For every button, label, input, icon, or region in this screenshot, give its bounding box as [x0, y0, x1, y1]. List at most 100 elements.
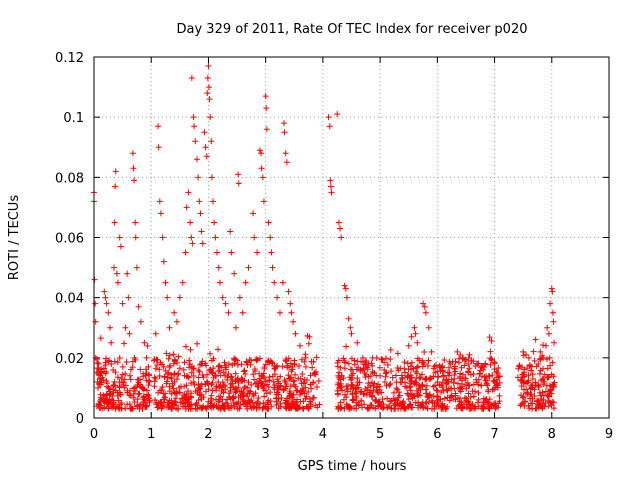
- data-point: [216, 362, 223, 369]
- data-point: [221, 405, 228, 412]
- data-point: [530, 348, 537, 355]
- data-point: [171, 358, 178, 365]
- data-point: [542, 400, 549, 407]
- data-point: [133, 264, 140, 271]
- data-point: [491, 378, 498, 385]
- data-point: [314, 384, 321, 391]
- data-point: [353, 405, 360, 412]
- data-point: [242, 279, 249, 286]
- data-point: [550, 318, 557, 325]
- data-point: [532, 336, 539, 343]
- data-point: [407, 374, 414, 381]
- data-point: [285, 288, 292, 295]
- data-point: [341, 365, 348, 372]
- data-point: [424, 405, 431, 412]
- data-point: [277, 400, 284, 407]
- data-point: [103, 391, 110, 398]
- y-tick-label: 0.08: [55, 171, 84, 186]
- data-point: [473, 376, 480, 383]
- data-point: [262, 378, 269, 385]
- data-point: [494, 382, 501, 389]
- data-point: [438, 389, 445, 396]
- data-point: [451, 375, 458, 382]
- data-point: [208, 357, 215, 364]
- data-point: [190, 365, 197, 372]
- data-point: [452, 396, 459, 403]
- data-point: [189, 240, 196, 247]
- data-point: [418, 382, 425, 389]
- data-point: [420, 361, 427, 368]
- data-point: [343, 394, 350, 401]
- data-point: [359, 354, 366, 361]
- data-point: [485, 399, 492, 406]
- data-point: [196, 391, 203, 398]
- data-point: [139, 385, 146, 392]
- data-point: [117, 391, 124, 398]
- data-point: [482, 377, 489, 384]
- data-point: [251, 376, 258, 383]
- data-point: [281, 377, 288, 384]
- data-point: [97, 391, 104, 398]
- data-point: [400, 400, 407, 407]
- data-point: [305, 340, 312, 347]
- data-point: [399, 374, 406, 381]
- data-point: [176, 294, 183, 301]
- data-point: [154, 362, 161, 369]
- data-point: [225, 360, 232, 367]
- data-point: [156, 198, 163, 205]
- data-point: [547, 300, 554, 307]
- data-point: [214, 346, 221, 353]
- data-point: [491, 366, 498, 373]
- data-point: [539, 389, 546, 396]
- data-point: [171, 389, 178, 396]
- data-point: [543, 342, 550, 349]
- data-point: [140, 393, 147, 400]
- data-point: [494, 369, 501, 376]
- data-point: [152, 397, 159, 404]
- data-point: [359, 404, 366, 411]
- data-point: [91, 276, 98, 283]
- data-point: [546, 393, 553, 400]
- data-point: [217, 372, 224, 379]
- data-point: [413, 381, 420, 388]
- data-point: [112, 183, 119, 190]
- data-point: [548, 390, 555, 397]
- data-point: [281, 129, 288, 136]
- data-point: [253, 356, 260, 363]
- data-point: [220, 382, 227, 389]
- data-point: [155, 399, 162, 406]
- data-point: [289, 394, 296, 401]
- data-point: [240, 400, 247, 407]
- data-point: [420, 403, 427, 410]
- data-point: [282, 404, 289, 411]
- data-point: [310, 394, 317, 401]
- data-point: [176, 389, 183, 396]
- data-point: [360, 365, 367, 372]
- data-point: [145, 377, 152, 384]
- data-point: [520, 348, 527, 355]
- data-point: [203, 362, 210, 369]
- data-point: [102, 370, 109, 377]
- data-point: [171, 309, 178, 316]
- data-point: [487, 355, 494, 362]
- data-point: [185, 395, 192, 402]
- data-point: [250, 404, 257, 411]
- data-point: [164, 378, 171, 385]
- data-point: [434, 397, 441, 404]
- data-point: [92, 300, 99, 307]
- data-point: [341, 358, 348, 365]
- data-point: [209, 369, 216, 376]
- data-point: [123, 359, 130, 366]
- data-point: [294, 396, 301, 403]
- data-point: [392, 405, 399, 412]
- data-point: [271, 279, 278, 286]
- data-point: [402, 369, 409, 376]
- data-point: [309, 364, 316, 371]
- data-point: [196, 198, 203, 205]
- data-point: [421, 349, 428, 356]
- data-point: [374, 389, 381, 396]
- data-point: [197, 210, 204, 217]
- data-points: [91, 63, 558, 412]
- data-point: [469, 401, 476, 408]
- data-point: [137, 366, 144, 373]
